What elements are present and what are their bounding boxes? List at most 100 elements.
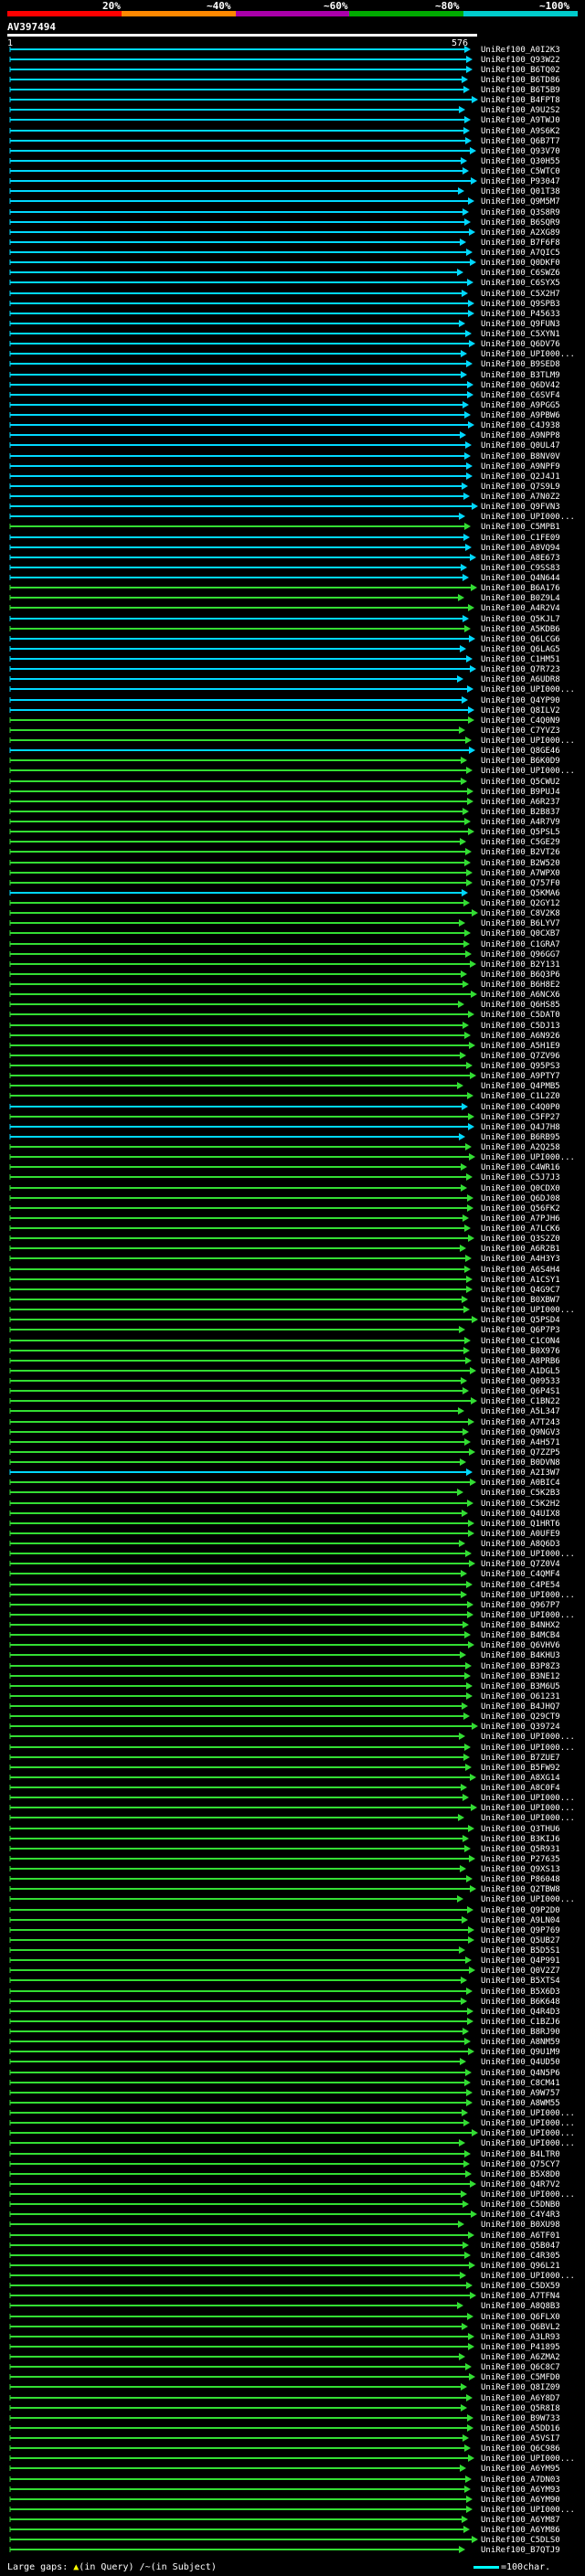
hit-label[interactable]: UniRef100_Q9FVN3 [481,503,560,512]
hit-row[interactable]: UniRef100_C5DLS0 [9,2536,560,2545]
hit-row[interactable]: UniRef100_Q95PS3 [9,1062,560,1071]
hit-label[interactable]: UniRef100_A2Q258 [481,1143,560,1152]
hit-label[interactable]: UniRef100_A6YM93 [481,2486,560,2495]
hit-row[interactable]: UniRef100_B3NE12 [9,1672,560,1681]
hit-label[interactable]: UniRef100_B2VT26 [481,848,560,857]
hit-row[interactable]: UniRef100_A5DD16 [9,2424,560,2433]
hit-row[interactable]: UniRef100_C4R305 [9,2252,560,2261]
hit-row[interactable]: UniRef100_C4Y4R3 [9,2210,560,2220]
hit-row[interactable]: UniRef100_UPI000... [9,767,575,776]
hit-row[interactable]: UniRef100_B3TLM9 [9,371,560,380]
hit-row[interactable]: UniRef100_A9PTY7 [9,1072,560,1081]
hit-label[interactable]: UniRef100_A5KDB6 [481,625,560,634]
hit-row[interactable]: UniRef100_Q5CWU2 [9,778,560,787]
hit-row[interactable]: UniRef100_C5GE29 [9,838,560,847]
hit-label[interactable]: UniRef100_B6RB95 [481,1133,560,1142]
hit-label[interactable]: UniRef100_A1CSY1 [481,1276,560,1285]
hit-row[interactable]: UniRef100_A0BIC4 [9,1479,560,1488]
hit-row[interactable]: UniRef100_A6TF01 [9,2231,560,2241]
hit-label[interactable]: UniRef100_A9W757 [481,2089,560,2098]
hit-row[interactable]: UniRef100_C1BZJ6 [9,2018,560,2027]
hit-label[interactable]: UniRef100_C5DAT0 [481,1011,560,1020]
hit-label[interactable]: UniRef100_UPI000... [481,1804,575,1813]
hit-row[interactable]: UniRef100_A6YM93 [9,2486,560,2495]
hit-label[interactable]: UniRef100_B3NE12 [481,1672,560,1681]
hit-label[interactable]: UniRef100_C1BZJ6 [481,2018,560,2027]
hit-label[interactable]: UniRef100_UPI000... [481,737,575,746]
hit-row[interactable]: UniRef100_A6R237 [9,798,560,807]
hit-label[interactable]: UniRef100_Q967P7 [481,1601,560,1610]
hit-row[interactable]: UniRef100_A6R2B1 [9,1245,560,1254]
hit-label[interactable]: UniRef100_A9PGG5 [481,401,560,410]
hit-row[interactable]: UniRef100_C6SVF4 [9,391,560,400]
hit-label[interactable]: UniRef100_A9NPF9 [481,462,560,472]
hit-label[interactable]: UniRef100_Q9NGV3 [481,1428,560,1437]
hit-row[interactable]: UniRef100_Q56FK2 [9,1204,560,1214]
hit-row[interactable]: UniRef100_Q6FLX0 [9,2313,560,2322]
hit-row[interactable]: UniRef100_A4R2V4 [9,604,560,613]
hit-row[interactable]: UniRef100_C7YVZ3 [9,726,560,736]
hit-label[interactable]: UniRef100_A6NCX6 [481,991,560,1000]
hit-row[interactable]: UniRef100_Q6BVL2 [9,2323,560,2332]
hit-label[interactable]: UniRef100_UPI000... [481,1153,575,1162]
hit-label[interactable]: UniRef100_Q30H55 [481,157,560,166]
hit-row[interactable]: UniRef100_Q2GY12 [9,899,560,908]
hit-label[interactable]: UniRef100_C4Q0P0 [481,1103,560,1112]
hit-label[interactable]: UniRef100_B5XTS4 [481,1977,560,1986]
hit-label[interactable]: UniRef100_B4MCB4 [481,1631,560,1640]
hit-label[interactable]: UniRef100_Q01T38 [481,187,560,196]
hit-row[interactable]: UniRef100_B3KIJ6 [9,1835,560,1844]
hit-label[interactable]: UniRef100_Q6C8C7 [481,2363,560,2372]
hit-row[interactable]: UniRef100_B4JHQ7 [9,1702,560,1712]
hit-label[interactable]: UniRef100_A9PTY7 [481,1072,560,1081]
hit-label[interactable]: UniRef100_A8VQ94 [481,544,560,553]
hit-label[interactable]: UniRef100_Q6P7P3 [481,1326,560,1335]
hit-row[interactable]: UniRef100_Q6P4S1 [9,1387,560,1396]
hit-label[interactable]: UniRef100_B6SQR9 [481,218,560,228]
hit-row[interactable]: UniRef100_B6SQR9 [9,218,560,228]
hit-label[interactable]: UniRef100_C5XYN1 [481,330,560,339]
hit-label[interactable]: UniRef100_A4R2V4 [481,604,560,613]
hit-label[interactable]: UniRef100_Q4YP90 [481,696,560,705]
hit-label[interactable]: UniRef100_A7PJH6 [481,1214,560,1224]
hit-row[interactable]: UniRef100_UPI000... [9,1804,575,1813]
hit-label[interactable]: UniRef100_B5X8D0 [481,2170,560,2179]
hit-row[interactable]: UniRef100_C1HM51 [9,655,560,664]
hit-label[interactable]: UniRef100_Q6C986 [481,2444,560,2454]
hit-label[interactable]: UniRef100_Q3S8R9 [481,208,560,217]
hit-label[interactable]: UniRef100_Q3THU6 [481,1825,560,1834]
hit-row[interactable]: UniRef100_A6UDR8 [9,675,560,684]
hit-row[interactable]: UniRef100_C5WTC0 [9,167,560,176]
hit-label[interactable]: UniRef100_A3LR93 [481,2333,560,2342]
hit-row[interactable]: UniRef100_Q6DV42 [9,381,560,390]
hit-label[interactable]: UniRef100_Q7Z0V4 [481,1560,560,1569]
hit-row[interactable]: UniRef100_B6LYV7 [9,919,560,928]
hit-row[interactable]: UniRef100_B6K0D9 [9,757,560,766]
hit-row[interactable]: UniRef100_A2I3W7 [9,1468,560,1478]
hit-label[interactable]: UniRef100_Q4UIX8 [481,1510,560,1519]
hit-label[interactable]: UniRef100_C5MFD0 [481,2373,560,2382]
hit-row[interactable]: UniRef100_A9NPF9 [9,462,560,472]
hit-row[interactable]: UniRef100_Q39724 [9,1723,560,1732]
hit-label[interactable]: UniRef100_B8NV0V [481,452,560,461]
hit-row[interactable]: UniRef100_Q4PMB5 [9,1082,560,1091]
hit-label[interactable]: UniRef100_Q6LCG6 [481,635,560,644]
hit-row[interactable]: UniRef100_A4H3Y3 [9,1255,560,1264]
hit-row[interactable]: UniRef100_UPI000... [9,1733,575,1742]
hit-label[interactable]: UniRef100_Q6FLX0 [481,2313,560,2322]
hit-label[interactable]: UniRef100_B3M6U5 [481,1682,560,1691]
hit-row[interactable]: UniRef100_A7WPX0 [9,869,560,878]
hit-label[interactable]: UniRef100_Q7ZV96 [481,1052,560,1061]
hit-label[interactable]: UniRef100_B6T5B9 [481,86,560,95]
hit-label[interactable]: UniRef100_Q4P991 [481,1956,560,1966]
hit-row[interactable]: UniRef100_Q9NGV3 [9,1428,560,1437]
hit-label[interactable]: UniRef100_C5K2H2 [481,1500,560,1509]
hit-row[interactable]: UniRef100_A9U2S2 [9,106,560,115]
hit-label[interactable]: UniRef100_Q8GE46 [481,747,560,756]
hit-label[interactable]: UniRef100_C4R305 [481,2252,560,2261]
hit-row[interactable]: UniRef100_B0XBW7 [9,1296,560,1305]
hit-label[interactable]: UniRef100_B4NHX2 [481,1621,560,1630]
hit-label[interactable]: UniRef100_Q8ILV2 [481,706,560,716]
hit-label[interactable]: UniRef100_B4KHU3 [481,1651,560,1660]
hit-label[interactable]: UniRef100_B0XBW7 [481,1296,560,1305]
